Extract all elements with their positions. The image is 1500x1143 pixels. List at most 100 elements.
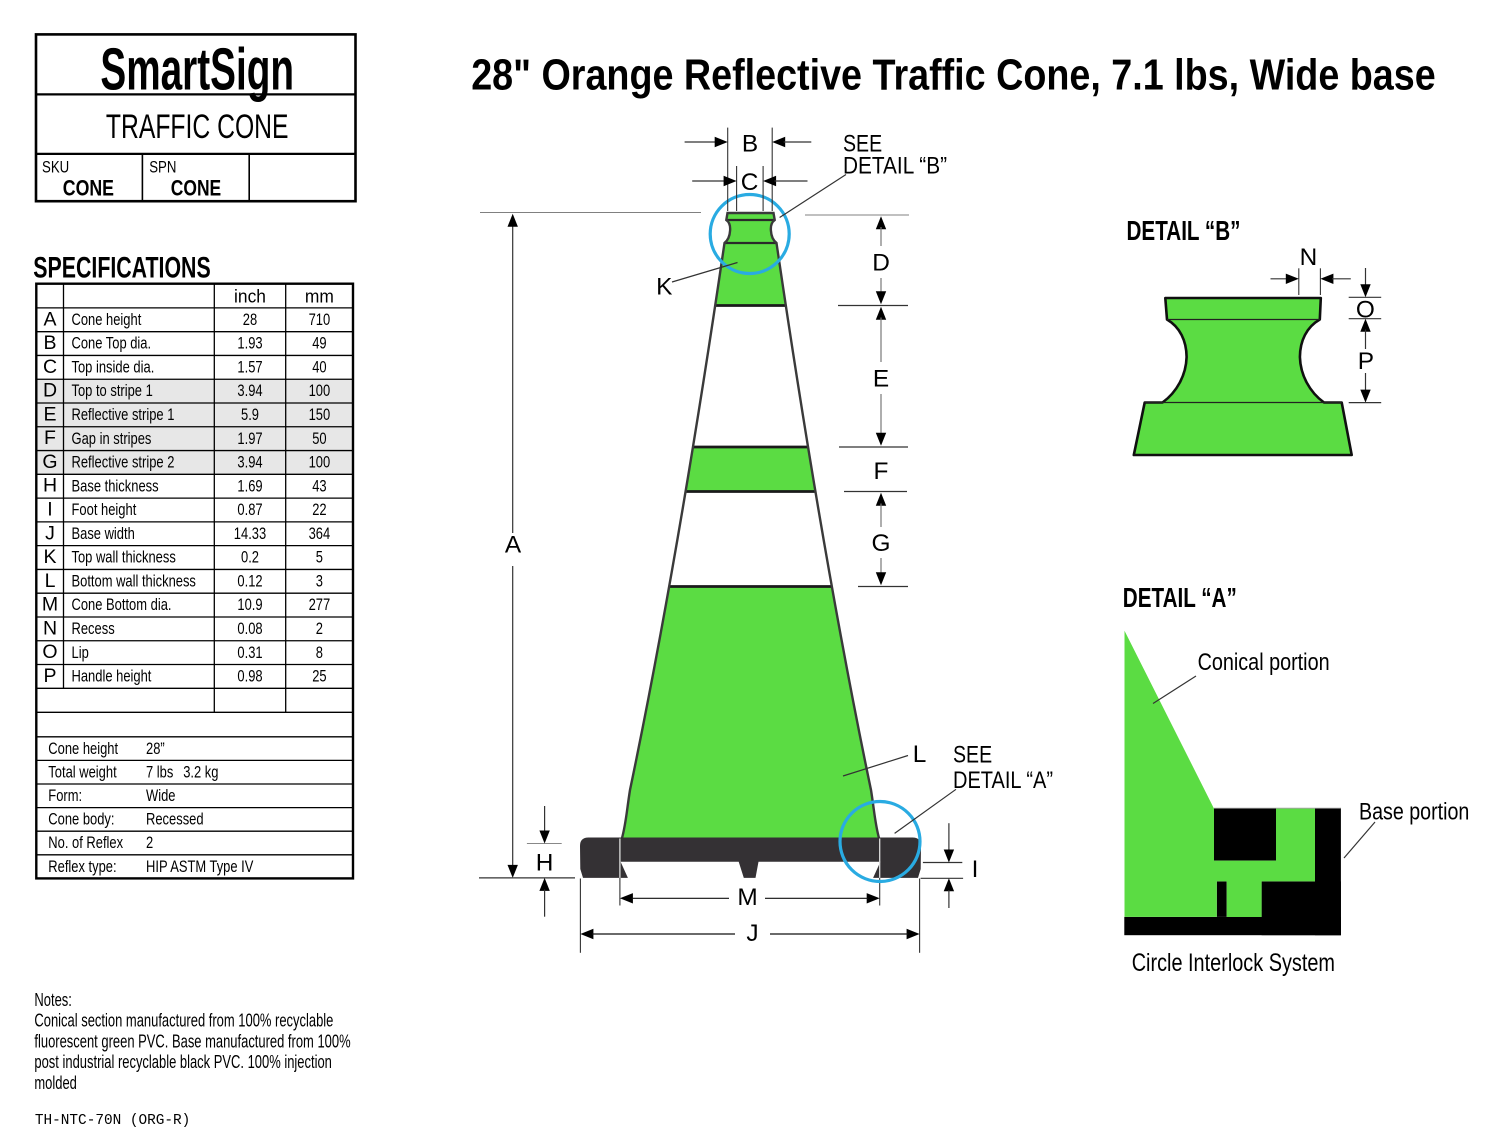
- svg-text:N: N: [1300, 244, 1318, 271]
- svg-text:G: G: [42, 451, 57, 473]
- svg-text:5.9: 5.9: [241, 405, 259, 424]
- svg-text:No. of Reflex: No. of Reflex: [48, 833, 123, 852]
- svg-text:fluorescent green PVC. Base ma: fluorescent green PVC. Base manufactured…: [34, 1031, 350, 1051]
- svg-text:SEE: SEE: [843, 131, 882, 158]
- svg-text:O: O: [1356, 297, 1375, 324]
- svg-text:Conical portion: Conical portion: [1198, 649, 1330, 676]
- svg-text:M: M: [737, 884, 757, 911]
- svg-text:Top inside dia.: Top inside dia.: [72, 357, 155, 376]
- svg-text:SKU: SKU: [42, 158, 69, 176]
- svg-text:P: P: [43, 665, 56, 687]
- svg-text:TH-NTC-70N (ORG-R): TH-NTC-70N (ORG-R): [35, 1111, 190, 1129]
- svg-text:3: 3: [316, 571, 323, 590]
- svg-text:molded: molded: [34, 1073, 77, 1093]
- svg-text:D: D: [872, 250, 890, 277]
- svg-text:Base thickness: Base thickness: [72, 476, 159, 495]
- svg-text:100: 100: [309, 381, 331, 400]
- svg-text:10.9: 10.9: [237, 595, 262, 614]
- svg-text:DETAIL “B”: DETAIL “B”: [1127, 215, 1241, 246]
- svg-text:L: L: [45, 570, 56, 592]
- svg-text:TRAFFIC CONE: TRAFFIC CONE: [106, 108, 289, 146]
- svg-text:Notes:: Notes:: [34, 990, 72, 1010]
- svg-text:D: D: [43, 380, 57, 402]
- svg-text:28: 28: [243, 310, 257, 329]
- svg-text:40: 40: [312, 357, 326, 376]
- svg-text:8: 8: [316, 643, 323, 662]
- svg-text:14.33: 14.33: [234, 524, 266, 543]
- svg-text:50: 50: [312, 429, 326, 448]
- svg-text:O: O: [42, 641, 57, 663]
- svg-text:HIP ASTM Type IV: HIP ASTM Type IV: [146, 857, 253, 876]
- svg-text:J: J: [746, 920, 758, 947]
- svg-text:2: 2: [146, 833, 153, 852]
- svg-text:M: M: [42, 594, 58, 616]
- svg-text:43: 43: [312, 476, 326, 495]
- svg-text:364: 364: [309, 524, 331, 543]
- svg-text:C: C: [43, 356, 57, 378]
- svg-text:22: 22: [312, 500, 326, 519]
- svg-text:Recess: Recess: [72, 619, 115, 638]
- svg-text:DETAIL “B”: DETAIL “B”: [843, 152, 947, 179]
- svg-text:2: 2: [316, 619, 323, 638]
- svg-text:SPECIFICATIONS: SPECIFICATIONS: [33, 251, 210, 284]
- svg-text:E: E: [873, 366, 889, 393]
- svg-text:3.94: 3.94: [237, 453, 262, 472]
- svg-text:3.2 kg: 3.2 kg: [183, 762, 218, 781]
- svg-text:1.57: 1.57: [237, 357, 262, 376]
- svg-text:0.31: 0.31: [237, 643, 262, 662]
- svg-text:N: N: [43, 617, 57, 639]
- svg-text:150: 150: [309, 405, 331, 424]
- svg-text:25: 25: [312, 667, 326, 686]
- svg-text:P: P: [1358, 348, 1374, 375]
- svg-text:Recessed: Recessed: [146, 810, 204, 829]
- svg-text:Cone Top dia.: Cone Top dia.: [72, 334, 152, 353]
- svg-text:Wide: Wide: [146, 786, 176, 805]
- svg-text:Base portion: Base portion: [1359, 799, 1469, 826]
- svg-text:7 lbs: 7 lbs: [146, 762, 173, 781]
- svg-text:Top to stripe 1: Top to stripe 1: [72, 381, 153, 400]
- svg-text:A: A: [505, 532, 522, 559]
- svg-text:DETAIL “A”: DETAIL “A”: [953, 767, 1053, 794]
- svg-text:J: J: [45, 522, 55, 544]
- svg-text:0.08: 0.08: [237, 619, 262, 638]
- svg-text:Lip: Lip: [72, 643, 89, 662]
- svg-text:Cone Bottom dia.: Cone Bottom dia.: [72, 595, 172, 614]
- svg-text:L: L: [913, 741, 927, 768]
- svg-text:A: A: [43, 308, 56, 330]
- svg-text:277: 277: [309, 595, 331, 614]
- svg-text:B: B: [43, 332, 56, 354]
- svg-text:Gap in stripes: Gap in stripes: [72, 429, 152, 448]
- svg-text:0.2: 0.2: [241, 548, 259, 567]
- svg-text:1.97: 1.97: [237, 429, 262, 448]
- svg-text:0.12: 0.12: [237, 571, 262, 590]
- svg-text:5: 5: [316, 548, 323, 567]
- svg-text:SEE: SEE: [953, 742, 992, 769]
- svg-text:C: C: [741, 169, 759, 196]
- svg-text:CONE: CONE: [171, 175, 221, 200]
- svg-text:Circle Interlock System: Circle Interlock System: [1132, 950, 1335, 977]
- svg-text:H: H: [43, 475, 57, 497]
- svg-text:3.94: 3.94: [237, 381, 262, 400]
- svg-text:inch: inch: [234, 286, 266, 307]
- svg-text:CONE: CONE: [63, 175, 114, 200]
- svg-text:1.69: 1.69: [237, 476, 262, 495]
- svg-text:0.87: 0.87: [237, 500, 262, 519]
- svg-text:K: K: [656, 274, 672, 301]
- svg-text:G: G: [872, 530, 891, 557]
- svg-text:Bottom wall thickness: Bottom wall thickness: [72, 571, 196, 590]
- svg-text:1.93: 1.93: [237, 334, 262, 353]
- svg-text:F: F: [874, 458, 889, 485]
- svg-text:Reflex type:: Reflex type:: [48, 857, 116, 876]
- svg-text:Cone height: Cone height: [48, 739, 118, 758]
- svg-text:710: 710: [309, 310, 331, 329]
- svg-text:Reflective stripe 1: Reflective stripe 1: [72, 405, 175, 424]
- svg-text:Handle height: Handle height: [72, 667, 152, 686]
- svg-text:Cone height: Cone height: [72, 310, 142, 329]
- svg-text:I: I: [47, 499, 52, 521]
- svg-text:28" Orange Reflective Traffic: 28" Orange Reflective Traffic Cone, 7.1 …: [471, 51, 1435, 100]
- svg-text:SPN: SPN: [149, 158, 176, 176]
- svg-text:Foot height: Foot height: [72, 500, 137, 519]
- svg-text:0.98: 0.98: [237, 667, 262, 686]
- svg-text:mm: mm: [305, 286, 334, 307]
- svg-text:28”: 28”: [146, 739, 165, 758]
